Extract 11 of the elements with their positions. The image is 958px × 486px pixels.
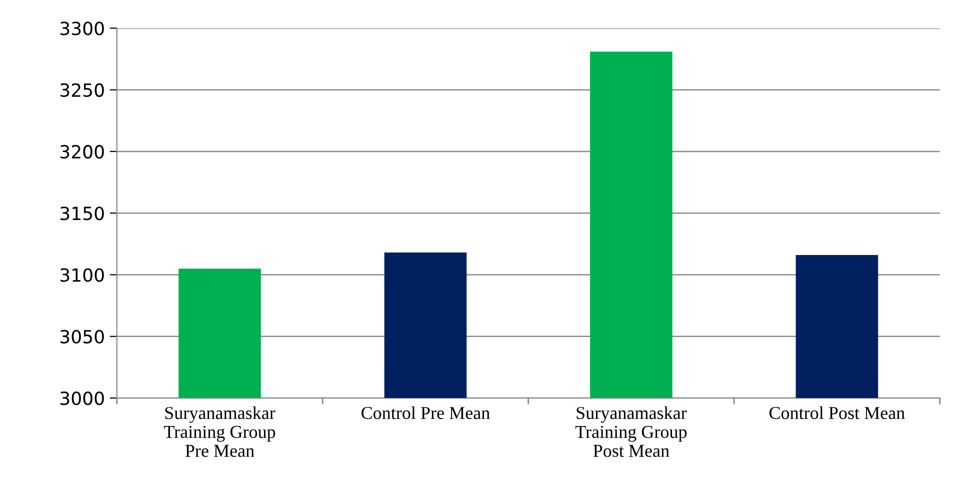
y-tick-label: 3300 [60,22,104,36]
y-tick-label: 3200 [60,144,104,159]
y-tick-label: 3000 [60,391,104,406]
x-tick-label: Control Post Mean [769,406,905,420]
y-tick-label: 3150 [60,206,104,220]
x-tick-label: Suryanamaskar Training Group Post Mean [575,406,687,457]
y-tick-label: 3050 [60,330,104,344]
x-tick-label: Suryanamaskar Training Group Pre Mean [164,406,276,457]
y-tick-label: 3100 [60,268,104,282]
y-tick-label: 3250 [60,83,104,97]
x-tick-label: Control Pre Mean [362,406,490,420]
